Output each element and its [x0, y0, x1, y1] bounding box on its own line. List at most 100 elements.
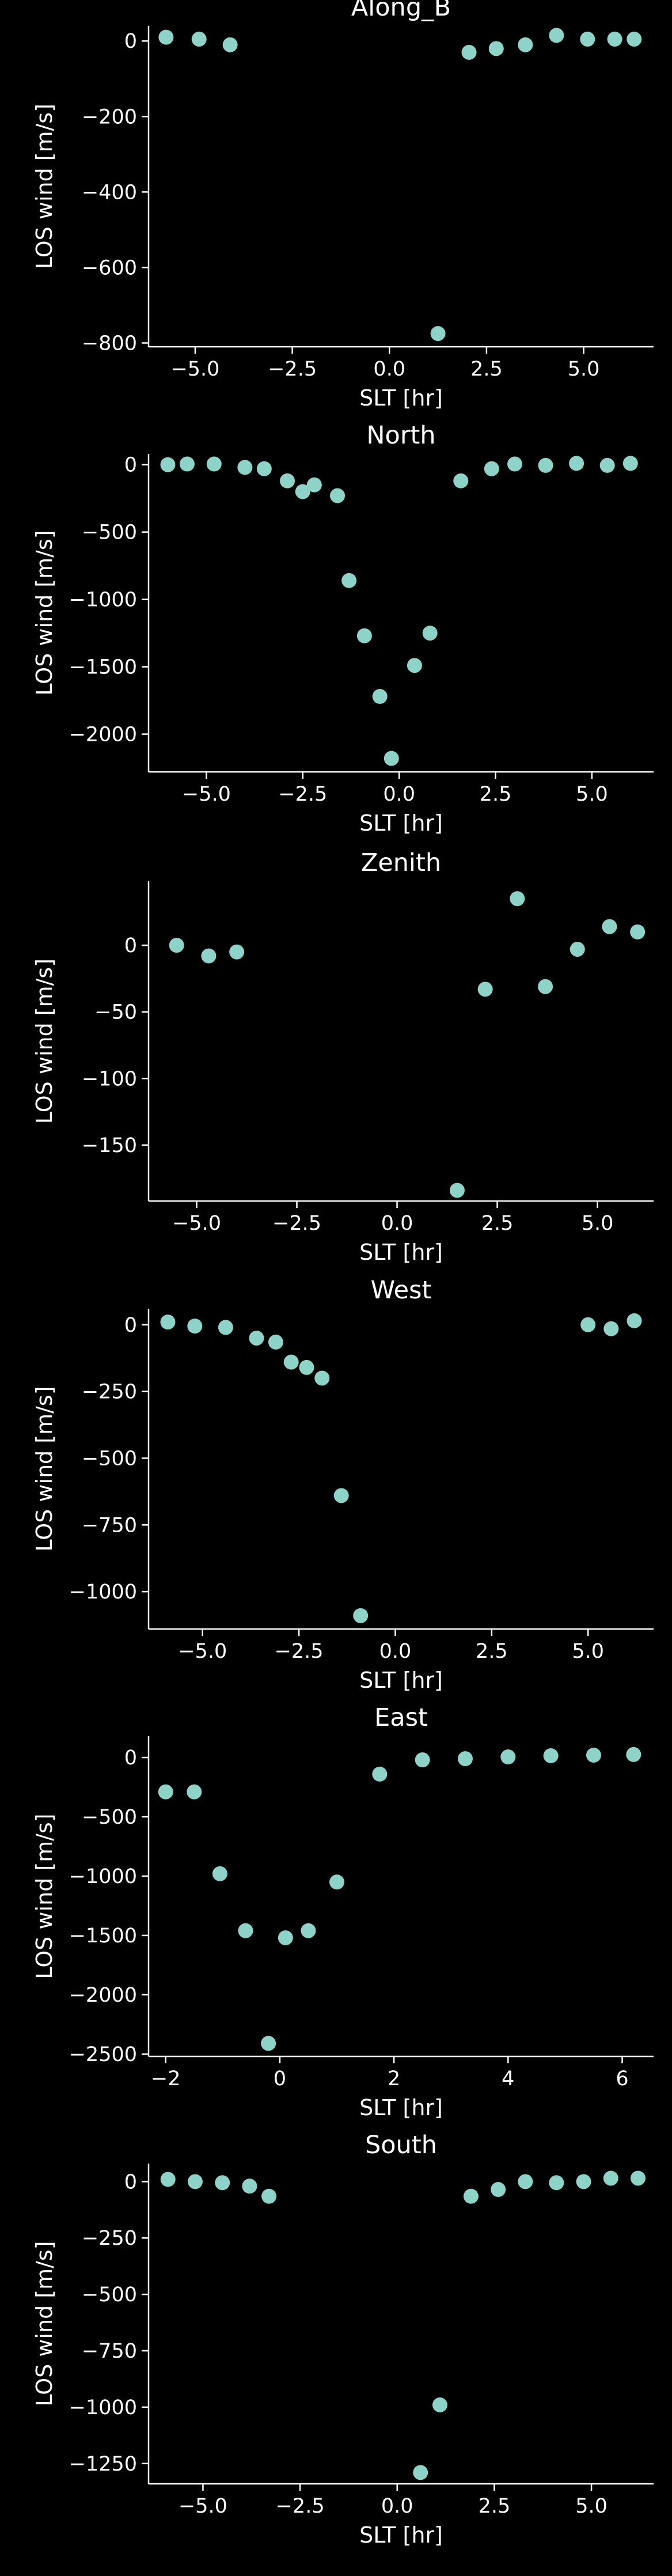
data-point: [306, 477, 322, 493]
data-point: [538, 457, 553, 473]
data-point: [280, 473, 295, 488]
y-tick-label: −800: [82, 332, 137, 355]
panel-5: East −2 0 2 4 6 0 −500 −1000 −1500 −2000 −2500 SLT […: [32, 1703, 654, 2120]
x-tick-label: −5.0: [182, 783, 231, 806]
data-point: [538, 979, 553, 994]
x-tick-label: −5.0: [172, 1212, 221, 1235]
data-point: [580, 1317, 596, 1332]
data-point: [484, 461, 499, 476]
x-tick-label: 2: [388, 2067, 400, 2090]
x-tick-label: −2.5: [272, 1212, 321, 1235]
data-point: [543, 1748, 559, 1763]
data-point: [607, 31, 622, 47]
x-axis-label: SLT [hr]: [359, 810, 443, 836]
data-point: [222, 37, 238, 52]
data-point: [415, 1752, 430, 1768]
x-tick-label: 5.0: [582, 1212, 614, 1235]
x-tick-label: −2.5: [276, 2495, 325, 2518]
y-tick-label: −1250: [69, 2453, 137, 2476]
data-point: [238, 1923, 253, 1938]
data-point: [549, 28, 564, 43]
data-point: [160, 457, 176, 472]
data-point: [457, 1751, 473, 1767]
data-point: [169, 938, 184, 953]
y-tick-label: 0: [124, 2170, 137, 2194]
x-tick-label: 2.5: [479, 2495, 511, 2518]
data-point: [256, 461, 272, 476]
x-tick-label: 2.5: [470, 358, 503, 381]
data-point: [215, 2175, 230, 2191]
data-point: [212, 1866, 227, 1881]
y-tick-label: −400: [82, 181, 137, 204]
data-point: [599, 457, 615, 473]
x-axis-label: SLT [hr]: [359, 1240, 443, 1265]
data-point: [229, 944, 245, 960]
data-point: [432, 2397, 447, 2412]
data-point: [278, 1930, 293, 1946]
y-tick-label: −500: [82, 1806, 137, 1829]
data-point: [500, 1749, 516, 1765]
data-point: [413, 2465, 428, 2480]
data-point: [261, 2188, 277, 2204]
x-tick-label: −2.5: [275, 1640, 324, 1663]
y-axis-label: LOS wind [m/s]: [32, 1813, 57, 1979]
data-point: [187, 1319, 203, 1334]
y-tick-label: −100: [82, 1067, 137, 1090]
data-point: [576, 2174, 591, 2189]
data-point: [430, 326, 446, 342]
y-axis-label: LOS wind [m/s]: [32, 1386, 57, 1551]
x-tick-label: 0.0: [373, 358, 405, 381]
y-tick-label: −2000: [69, 1984, 137, 2007]
data-point: [453, 473, 469, 488]
y-tick-label: −600: [82, 256, 137, 279]
data-point: [627, 1313, 642, 1328]
data-point: [191, 31, 207, 47]
data-point: [569, 456, 584, 471]
chart-title: Along_B: [351, 0, 451, 22]
data-point: [507, 456, 522, 472]
x-tick-label: −2: [151, 2067, 181, 2090]
data-point: [158, 29, 174, 45]
chart-title: West: [371, 1276, 432, 1305]
panel-6: South −5.0 −2.5 0.0 2.5 5.0 0 −250 −500 −750 −1000…: [32, 2131, 654, 2548]
data-point: [372, 1766, 388, 1782]
y-axis-label: LOS wind [m/s]: [32, 530, 57, 695]
y-tick-label: −750: [82, 1514, 137, 1537]
data-point: [179, 456, 195, 472]
data-point: [201, 948, 217, 964]
y-tick-label: −200: [82, 105, 137, 128]
data-point: [570, 941, 585, 957]
data-point: [422, 626, 438, 641]
y-tick-label: −500: [82, 1447, 137, 1470]
data-point: [341, 573, 357, 588]
data-point: [602, 919, 617, 934]
y-tick-label: −50: [94, 1001, 137, 1024]
x-tick-label: −5.0: [178, 1640, 227, 1663]
y-tick-label: −500: [82, 521, 137, 544]
x-tick-label: 0.0: [381, 2495, 413, 2518]
y-axis-label: LOS wind [m/s]: [32, 104, 57, 269]
x-tick-label: 5.0: [576, 783, 608, 806]
x-tick-label: 5.0: [568, 358, 600, 381]
data-point: [603, 2170, 618, 2186]
data-point: [626, 1747, 641, 1762]
x-tick-label: −2.5: [278, 783, 327, 806]
data-point: [477, 982, 493, 997]
data-point: [518, 2174, 533, 2189]
data-point: [249, 1330, 264, 1346]
data-point: [268, 1334, 283, 1350]
y-tick-label: −2000: [69, 723, 137, 747]
data-point: [407, 658, 422, 673]
y-tick-label: −250: [82, 2227, 137, 2250]
data-point: [491, 2182, 506, 2198]
data-point: [283, 1354, 299, 1370]
x-tick-label: −5.0: [170, 358, 219, 381]
chart-title: East: [374, 1703, 428, 1732]
data-point: [314, 1370, 330, 1386]
data-point: [206, 456, 222, 472]
x-tick-label: 5.0: [575, 2495, 608, 2518]
data-point: [603, 1321, 619, 1336]
x-axis-label: SLT [hr]: [359, 2095, 443, 2120]
data-point: [586, 1747, 601, 1763]
chart-title: South: [365, 2131, 437, 2160]
